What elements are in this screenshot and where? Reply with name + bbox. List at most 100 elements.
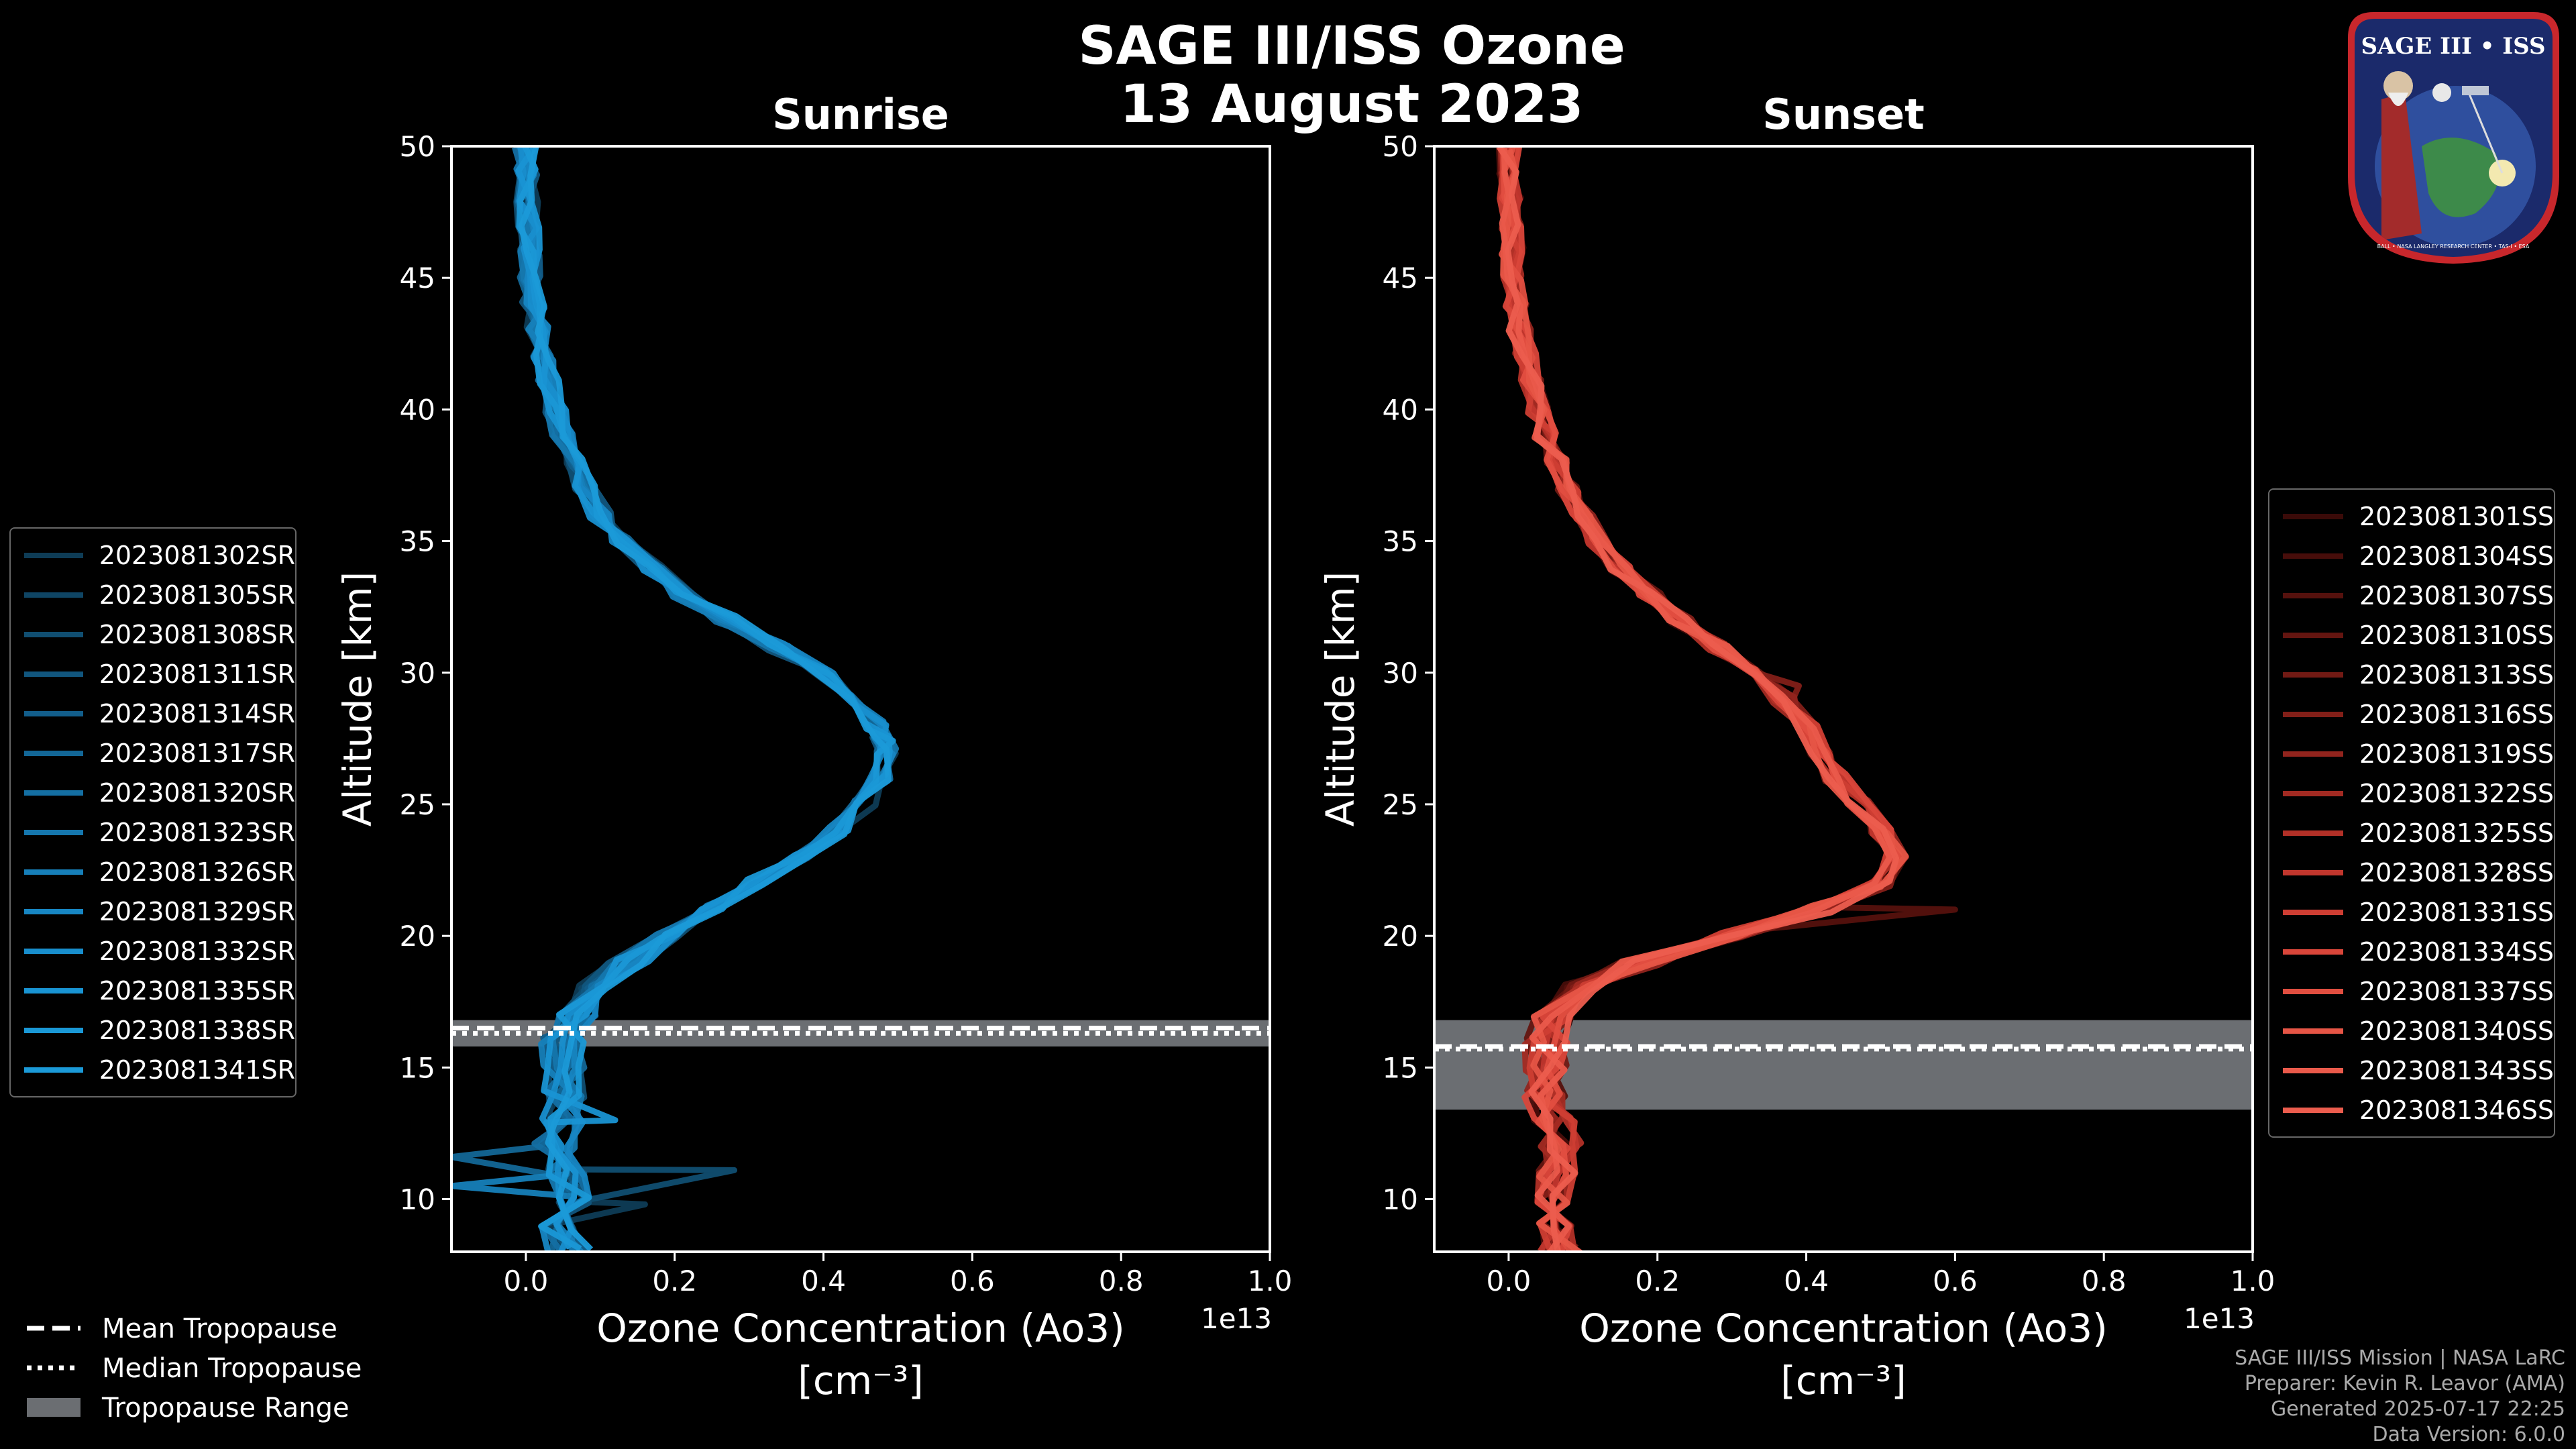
x-tick-label: 1.0 (2231, 1265, 2275, 1297)
credits: SAGE III/ISS Mission | NASA LaRC Prepare… (2235, 1346, 2565, 1448)
y-tick-label: 20 (400, 920, 435, 953)
legend-label: 2023081314SR (99, 698, 295, 729)
legend-label: 2023081338SR (99, 1015, 295, 1045)
y-tick-label: 40 (1383, 393, 1418, 426)
x-tick-label: 1.0 (1248, 1265, 1293, 1297)
legend-swatch (2283, 672, 2343, 678)
legend-entry: 2023081332SR (11, 931, 295, 971)
legend-label: 2023081320SR (99, 777, 295, 808)
x-tick-label: 0.0 (1487, 1265, 1532, 1297)
sunrise-panel: 0.0 0.2 0.4 0.6 0.8 1.0 10 15 20 25 30 35 40 45 50 Sunr… (335, 90, 1292, 1403)
legend-swatch (2283, 1067, 2343, 1073)
logo-ring-text: BALL • NASA LANGLEY RESEARCH CENTER • TA… (2377, 244, 2530, 250)
legend-label: 2023081311SR (99, 659, 295, 689)
legend-label: 2023081304SS (2359, 541, 2554, 571)
panel-title: Sunrise (772, 90, 949, 139)
legend-swatch (24, 869, 83, 875)
legend-label: 2023081317SR (99, 738, 295, 768)
sage-iii-iss-mission-logo: SAGE III • ISS BALL • NASA LANGLEY RESEA… (2348, 12, 2559, 264)
legend-swatch (24, 1027, 83, 1033)
y-tick-label: 25 (1383, 788, 1418, 821)
plot-area (451, 146, 1270, 1252)
legend-entry: 2023081323SR (11, 812, 295, 852)
y-axis-label: Altitude [km] (1318, 572, 1363, 826)
legend-swatch (24, 1067, 83, 1073)
legend-entry: 2023081343SS (2269, 1051, 2554, 1090)
legend-entry: 2023081307SS (2269, 576, 2554, 615)
legend-label: 2023081340SS (2359, 1016, 2554, 1046)
tropopause-legend-label: Median Tropopause (102, 1353, 362, 1384)
y-tick-label: 10 (1383, 1183, 1418, 1216)
legend-label: 2023081313SS (2359, 659, 2554, 690)
x-tick-label: 0.4 (1784, 1265, 1829, 1297)
y-tick-label: 35 (400, 525, 435, 558)
legend-label: 2023081346SS (2359, 1095, 2554, 1125)
legend-entry: 2023081331SS (2269, 892, 2554, 932)
axes-frame (450, 145, 1271, 1253)
tropopause-range-swatch (27, 1398, 80, 1417)
legend-entry: 2023081304SS (2269, 536, 2554, 576)
x-tick-label: 0.4 (801, 1265, 846, 1297)
legend-entry: 2023081329SR (11, 892, 295, 931)
legend-swatch (2283, 988, 2343, 994)
sunrise-legend: 2023081302SR 2023081305SR 2023081308SR 2023… (9, 527, 297, 1097)
x-tick-label: 0.0 (504, 1265, 549, 1297)
legend-entry: 2023081328SS (2269, 853, 2554, 892)
legend-swatch (2283, 869, 2343, 875)
legend-swatch (24, 908, 83, 914)
panel-title: Sunset (1762, 90, 1925, 139)
tropopause-legend: Mean Tropopause Median Tropopause Tropopau… (27, 1313, 362, 1424)
x-axis-label: Ozone Concentration (Ao3) (1579, 1305, 2108, 1351)
tropopause-range-band (1434, 1020, 2253, 1110)
profile-lines (451, 146, 900, 1252)
profile-line-2023081341SR (518, 146, 892, 1252)
y-tick-label: 25 (400, 788, 435, 821)
legend-label: 2023081307SS (2359, 580, 2554, 610)
legend-label: 2023081316SS (2359, 699, 2554, 729)
credit-line: Data Version: 6.0.0 (2372, 1423, 2565, 1446)
legend-label: 2023081326SR (99, 857, 295, 887)
y-tick-label: 30 (1383, 657, 1418, 690)
legend-swatch (24, 671, 83, 677)
y-tick-label: 15 (1383, 1051, 1418, 1084)
legend-swatch (2283, 553, 2343, 559)
legend-label: 2023081329SR (99, 896, 295, 926)
legend-label: 2023081331SS (2359, 897, 2554, 927)
legend-label: 2023081343SS (2359, 1055, 2554, 1085)
y-tick-label: 40 (400, 393, 435, 426)
legend-swatch (2283, 949, 2343, 955)
legend-label: 2023081310SS (2359, 620, 2554, 650)
legend-label: 2023081322SS (2359, 778, 2554, 808)
profile-line-2023081346SS (1496, 146, 1899, 1252)
legend-swatch (24, 790, 83, 796)
legend-label: 2023081308SR (99, 619, 295, 649)
legend-label: 2023081335SR (99, 975, 295, 1006)
legend-swatch (24, 552, 83, 558)
legend-swatch (24, 750, 83, 756)
logo-title: SAGE III • ISS (2361, 33, 2545, 60)
x-offset-label: 1e13 (1201, 1302, 1272, 1335)
legend-label: 2023081341SR (99, 1055, 295, 1085)
legend-swatch (2283, 711, 2343, 717)
legend-label: 2023081305SR (99, 580, 295, 610)
x-axis-label: Ozone Concentration (Ao3) (596, 1305, 1125, 1351)
legend-entry: 2023081334SS (2269, 932, 2554, 971)
y-tick-label: 45 (1383, 262, 1418, 294)
legend-entry: 2023081320SR (11, 773, 295, 812)
figure-title-line2: 13 August 2023 (1120, 74, 1584, 135)
legend-entry: 2023081340SS (2269, 1011, 2554, 1051)
legend-label: 2023081302SR (99, 540, 295, 570)
profile-line-2023081343SS (1499, 148, 1893, 1252)
legend-entry: 2023081335SR (11, 971, 295, 1010)
y-tick-label: 15 (400, 1051, 435, 1084)
legend-label: 2023081337SS (2359, 976, 2554, 1006)
legend-swatch (24, 710, 83, 716)
legend-entry: 2023081322SS (2269, 773, 2554, 813)
x-tick-label: 0.8 (1099, 1265, 1144, 1297)
legend-entry: 2023081338SR (11, 1010, 295, 1050)
legend-swatch (2283, 830, 2343, 836)
axes-frame (1433, 145, 2254, 1253)
x-offset-label: 1e13 (2184, 1302, 2255, 1335)
legend-entry: 2023081311SR (11, 654, 295, 694)
x-tick-label: 0.8 (2082, 1265, 2127, 1297)
